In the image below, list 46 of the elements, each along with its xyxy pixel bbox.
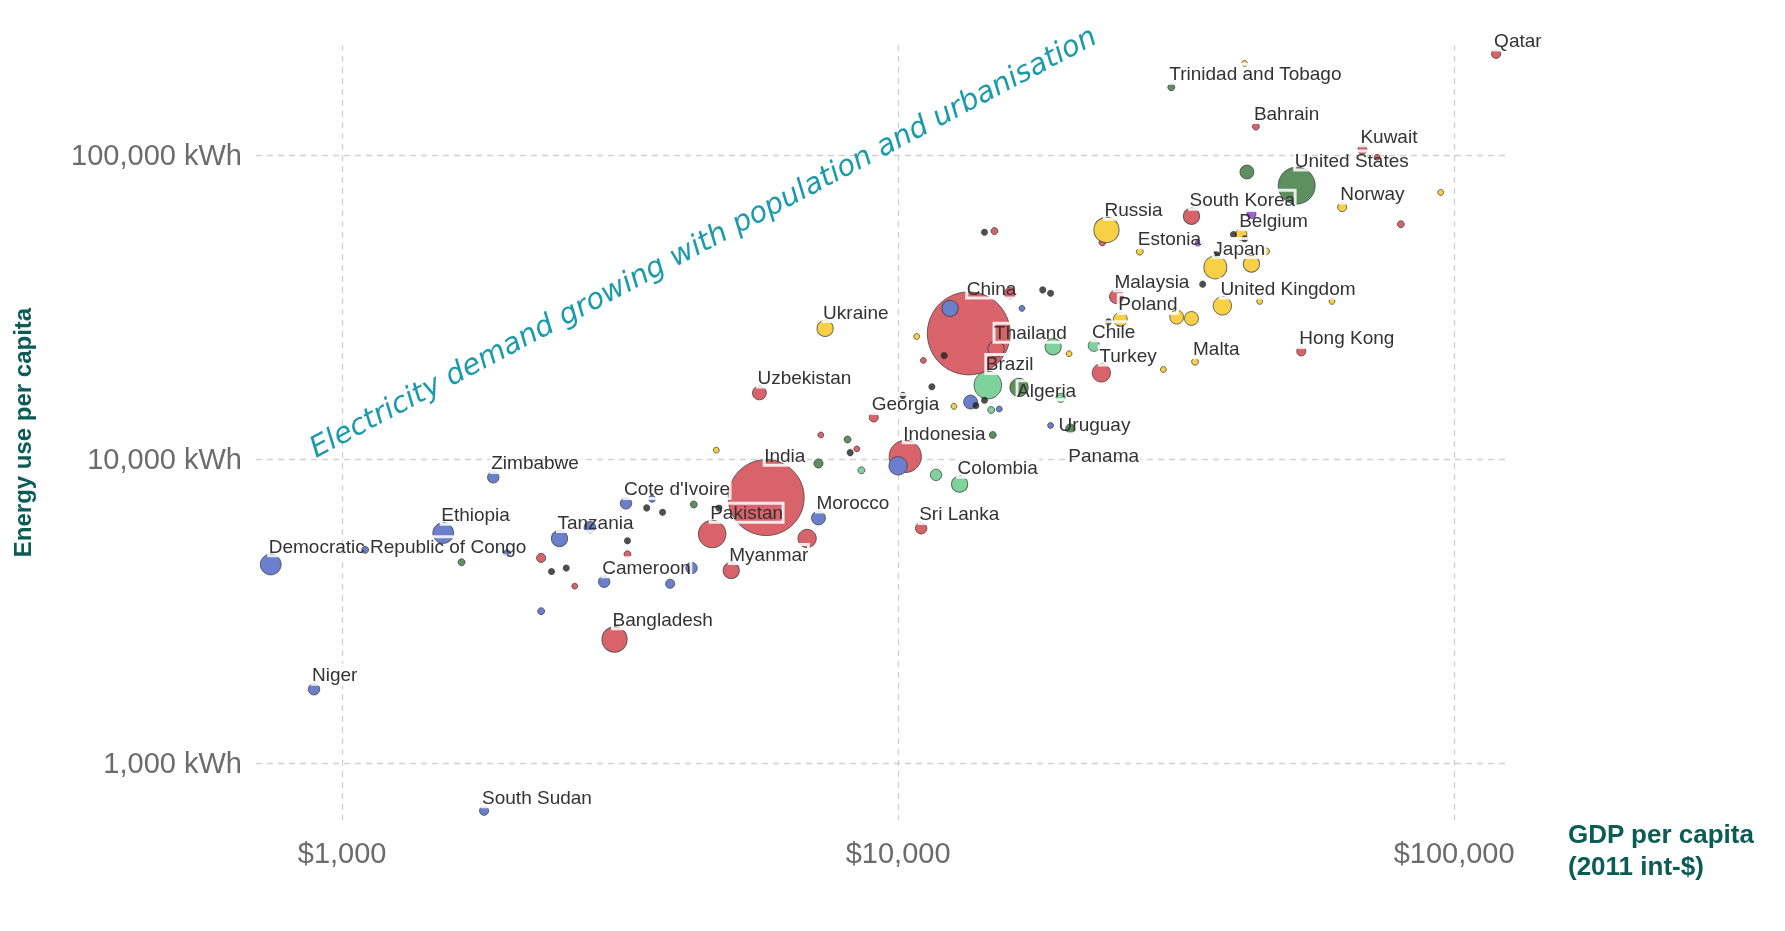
x-tick-label: $10,000 <box>845 836 951 869</box>
y-tick-label: 10,000 kWh <box>87 443 242 476</box>
annotation: Qatar <box>1494 29 1543 51</box>
annotation: Ukraine <box>823 301 889 323</box>
annotation: Niger <box>311 664 359 686</box>
x-tick-label: $1,000 <box>297 836 387 869</box>
annotation: Trinidad and Tobago <box>1169 63 1342 85</box>
annotation: Tanzania <box>557 511 634 533</box>
annotation: United States <box>1294 149 1409 171</box>
annotation: Uzbekistan <box>757 367 852 389</box>
annotation: South Korea <box>1189 189 1296 211</box>
annotation: Sri Lanka <box>919 503 1000 525</box>
annotation: Zimbabwe <box>491 452 579 474</box>
annotation: Bangladesh <box>612 608 713 630</box>
annotation: Uruguay <box>1058 413 1131 435</box>
annotation: Myanmar <box>729 543 810 565</box>
y-axis-title: Energy use per capita <box>8 307 36 558</box>
annotation: Cote d'Ivoire <box>623 478 731 500</box>
annotation: India <box>764 445 806 467</box>
annotation: Bahrain <box>1253 102 1320 124</box>
annotation: Estonia <box>1137 227 1202 249</box>
y-tick-label: 100,000 kWh <box>71 138 242 171</box>
annotation: Malaysia <box>1114 270 1190 292</box>
annotation: Indonesia <box>903 422 987 444</box>
annotation: Ethiopia <box>441 504 511 526</box>
x-axis-title: GDP per capita (2011 int-$) <box>1568 819 1762 881</box>
annotation: Panama <box>1068 444 1140 466</box>
annotation: Democratic Republic of Congo <box>268 535 527 557</box>
annotation: Colombia <box>957 457 1039 479</box>
annotation: Poland <box>1118 293 1178 315</box>
annotation: Georgia <box>871 393 940 415</box>
annotation: Hong Kong <box>1299 327 1395 349</box>
x-tick-label: $100,000 <box>1393 836 1515 869</box>
annotation: Morocco <box>816 492 890 514</box>
annotation: Turkey <box>1099 345 1158 367</box>
annotation: South Sudan <box>482 786 592 808</box>
annotation: Kuwait <box>1360 125 1419 147</box>
annotation: Malta <box>1193 337 1240 359</box>
annotation: Japan <box>1213 237 1266 259</box>
annotation: China <box>966 278 1017 300</box>
y-tick-label: 1,000 kWh <box>103 747 242 780</box>
annotation: United Kingdom <box>1220 278 1356 300</box>
annotation: Belgium <box>1239 209 1308 231</box>
annotation: Chile <box>1091 320 1136 342</box>
annotation: Norway <box>1340 183 1406 205</box>
annotation: Russia <box>1104 199 1163 221</box>
